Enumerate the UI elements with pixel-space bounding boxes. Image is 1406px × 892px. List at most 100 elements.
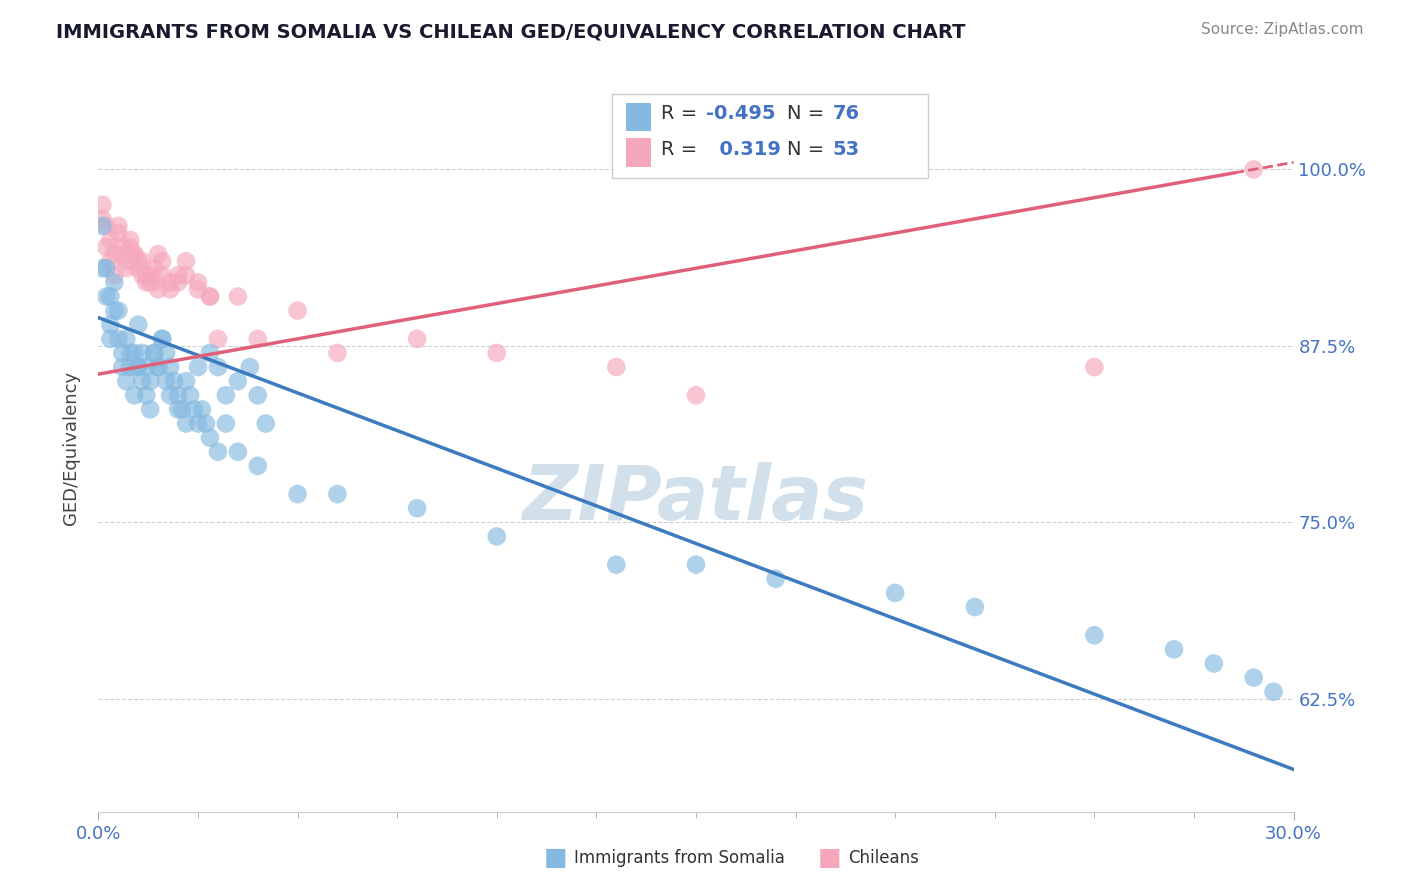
Point [107, 303, 129, 318]
Point [127, 360, 149, 375]
Point [139, 374, 162, 388]
Point [127, 261, 149, 276]
Point [115, 332, 138, 346]
Point [1083, 628, 1105, 642]
Point [139, 276, 162, 290]
Point [131, 374, 153, 388]
Point [131, 254, 153, 268]
Point [485, 529, 508, 543]
Point [91, 211, 114, 226]
Point [98, 332, 122, 346]
Point [159, 388, 181, 402]
Point [179, 388, 201, 402]
Point [167, 268, 190, 283]
Point [98, 233, 122, 247]
Point [246, 388, 269, 402]
Point [111, 247, 134, 261]
Point [326, 346, 349, 360]
Text: 0.319: 0.319 [706, 140, 780, 159]
Point [115, 254, 138, 268]
Point [226, 374, 249, 388]
Point [195, 417, 218, 431]
Point [143, 346, 166, 360]
Point [226, 444, 249, 458]
Point [239, 360, 262, 375]
Text: N =: N = [787, 140, 831, 159]
Point [127, 360, 149, 375]
Point [207, 444, 229, 458]
Point [103, 247, 125, 261]
Point [167, 402, 190, 417]
Point [187, 282, 209, 296]
Point [485, 346, 508, 360]
Point [605, 360, 627, 375]
Point [111, 240, 134, 254]
Text: Immigrants from Somalia: Immigrants from Somalia [574, 849, 785, 867]
Point [406, 332, 429, 346]
Point [96, 261, 118, 276]
Point [96, 219, 118, 233]
Point [150, 268, 173, 283]
Point [1243, 671, 1265, 685]
Point [98, 254, 122, 268]
Point [326, 487, 349, 501]
Point [155, 374, 177, 388]
Point [143, 346, 166, 360]
Point [207, 332, 229, 346]
Point [167, 276, 190, 290]
Point [963, 600, 986, 615]
Point [174, 374, 197, 388]
Point [183, 402, 205, 417]
Text: R =: R = [661, 104, 703, 123]
Point [124, 388, 146, 402]
Point [174, 268, 197, 283]
Point [174, 417, 197, 431]
Text: ■: ■ [544, 847, 567, 870]
Point [198, 289, 221, 303]
Point [139, 402, 162, 417]
Point [127, 318, 149, 332]
Point [139, 268, 162, 283]
Point [150, 332, 173, 346]
Point [131, 346, 153, 360]
Point [124, 346, 146, 360]
Point [159, 282, 181, 296]
Point [1243, 162, 1265, 177]
Point [135, 276, 157, 290]
Point [287, 487, 309, 501]
Point [765, 572, 787, 586]
Point [155, 346, 177, 360]
Point [107, 226, 129, 240]
Point [103, 268, 125, 283]
Text: IMMIGRANTS FROM SOMALIA VS CHILEAN GED/EQUIVALENCY CORRELATION CHART: IMMIGRANTS FROM SOMALIA VS CHILEAN GED/E… [56, 22, 966, 41]
Point [172, 402, 194, 417]
Point [135, 360, 157, 375]
Point [215, 388, 238, 402]
Y-axis label: GED/Equivalency: GED/Equivalency [62, 371, 80, 525]
Point [246, 332, 269, 346]
Point [605, 558, 627, 572]
Point [120, 360, 142, 375]
Point [148, 360, 170, 375]
Point [91, 219, 114, 233]
Point [107, 219, 129, 233]
Point [148, 282, 170, 296]
Point [98, 318, 122, 332]
Point [187, 417, 209, 431]
Point [143, 261, 166, 276]
Point [111, 360, 134, 375]
Point [91, 261, 114, 276]
Point [1083, 360, 1105, 375]
Point [191, 402, 214, 417]
Point [96, 240, 118, 254]
Point [150, 332, 173, 346]
Point [131, 268, 153, 283]
Point [103, 303, 125, 318]
Point [143, 276, 166, 290]
Point [135, 268, 157, 283]
Point [685, 558, 707, 572]
Point [1263, 684, 1285, 698]
Point [159, 276, 181, 290]
Point [163, 374, 186, 388]
Point [246, 458, 269, 473]
